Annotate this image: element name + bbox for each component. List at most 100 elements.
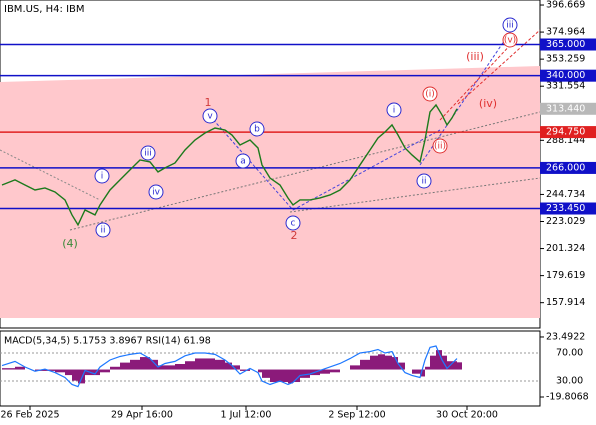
rsi-line xyxy=(1,345,458,388)
macd-bar xyxy=(158,365,165,370)
macd-bar xyxy=(78,369,85,384)
macd-bar xyxy=(95,369,100,376)
price-line xyxy=(1,103,458,227)
wave-label: i xyxy=(393,106,396,116)
level-label-bg xyxy=(540,126,596,139)
wave-label: v xyxy=(207,112,213,122)
x-tick-label: 30 Oct 20:00 xyxy=(436,410,498,421)
macd-bar xyxy=(175,363,185,370)
level-label-bg xyxy=(540,69,596,82)
macd-bar xyxy=(360,359,370,370)
level-label: 266.000 xyxy=(546,162,585,173)
macd-bar xyxy=(385,355,392,370)
wave-label: ii xyxy=(421,177,426,187)
y2-tick-label: 30.00 xyxy=(556,376,583,387)
wave-circle xyxy=(502,32,518,48)
macd-bar xyxy=(215,359,225,370)
macd-bar xyxy=(330,369,340,373)
macd-bar xyxy=(55,369,65,373)
wave-path xyxy=(457,29,541,105)
macd-bar xyxy=(258,369,262,373)
wave-label: a xyxy=(240,157,246,167)
indicator-title: MACD(5,34,5) 5.1753 3.8967 RSI(14) 61.98 xyxy=(4,336,211,347)
wave-label: c xyxy=(291,219,296,229)
wave-circle xyxy=(249,121,265,137)
macd-bar xyxy=(205,358,215,370)
macd-bar xyxy=(378,354,385,370)
trend-line xyxy=(69,111,541,231)
macd-bar xyxy=(130,359,140,370)
wave-circle xyxy=(285,215,301,231)
macd-bar xyxy=(140,357,150,370)
y-tick-label: 374.964 xyxy=(546,27,585,38)
macd-bar xyxy=(120,362,130,370)
macd-bar xyxy=(262,369,270,378)
macd-bar xyxy=(240,369,250,371)
price-label: 313.440 xyxy=(546,103,585,114)
macd-bar xyxy=(150,359,158,370)
x-tick-label: 1 Jul 12:00 xyxy=(221,410,272,421)
level-label-bg xyxy=(540,38,596,51)
macd-bar xyxy=(72,369,78,381)
trend-line xyxy=(0,149,101,201)
y2-tick-label: 70.00 xyxy=(556,347,583,358)
level-label: 294.750 xyxy=(546,127,585,138)
y-tick-label: 223.029 xyxy=(546,216,585,227)
macd-bar xyxy=(280,369,288,383)
level-label: 340.000 xyxy=(546,70,585,81)
wave-label: iv xyxy=(152,188,161,198)
y-tick-label: 179.619 xyxy=(546,270,585,281)
wave-path xyxy=(292,129,441,211)
wave-circle xyxy=(235,153,251,169)
macd-bar xyxy=(195,358,205,370)
macd-bar xyxy=(425,366,430,370)
wave-circle xyxy=(502,17,518,33)
macd-bar xyxy=(442,355,447,370)
wave-circle xyxy=(94,168,110,184)
x-tick-label: 26 Feb 2025 xyxy=(0,410,59,421)
wave-path xyxy=(439,39,516,121)
wave-label: (iii) xyxy=(466,50,484,63)
y-tick-label: 396.669 xyxy=(546,0,585,11)
y-tick-label: 288.144 xyxy=(546,135,585,146)
wave-circle xyxy=(416,173,432,189)
macd-bar xyxy=(392,357,398,370)
level-label-bg xyxy=(540,161,596,174)
wave-label: b xyxy=(254,125,260,135)
y-tick-label: -19.8068 xyxy=(546,391,589,402)
wave-label: (ii) xyxy=(434,142,446,152)
macd-bar xyxy=(225,362,232,370)
chart-title: IBM.US, H4: IBM xyxy=(4,4,85,15)
wave-circle xyxy=(432,138,448,154)
macd-bar xyxy=(412,369,420,374)
macd-bar xyxy=(430,355,436,370)
level-label: 365.000 xyxy=(546,39,585,50)
price-label-bg xyxy=(540,102,596,115)
x-tick-label: 2 Sep 12:00 xyxy=(328,410,385,421)
wave-circle xyxy=(386,102,402,118)
y-tick-label: 244.734 xyxy=(546,189,585,200)
y-tick-label: 353.259 xyxy=(546,54,585,65)
wave-label: (iv) xyxy=(479,97,497,110)
macd-bar xyxy=(2,368,15,370)
macd-bar xyxy=(65,369,72,376)
y-tick-label: 201.324 xyxy=(546,243,585,254)
macd-bar xyxy=(15,366,25,370)
y-tick-label: 23.4922 xyxy=(546,331,585,342)
wave-label: ii xyxy=(100,226,105,236)
level-label-bg xyxy=(540,202,596,215)
y-tick-label: 331.554 xyxy=(546,81,585,92)
level-label: 233.450 xyxy=(546,203,585,214)
wave-label: (4) xyxy=(62,237,78,250)
macd-bar xyxy=(452,361,457,370)
macd-bar xyxy=(436,350,442,370)
macd-bar xyxy=(232,365,240,370)
wave-label: 1 xyxy=(205,96,212,109)
wave-circle xyxy=(202,108,218,124)
macd-bar xyxy=(165,365,175,370)
wave-label: iii xyxy=(144,149,152,159)
wave-label: iii xyxy=(506,21,514,31)
macd-bar xyxy=(288,369,293,384)
macd-bar xyxy=(185,361,195,370)
